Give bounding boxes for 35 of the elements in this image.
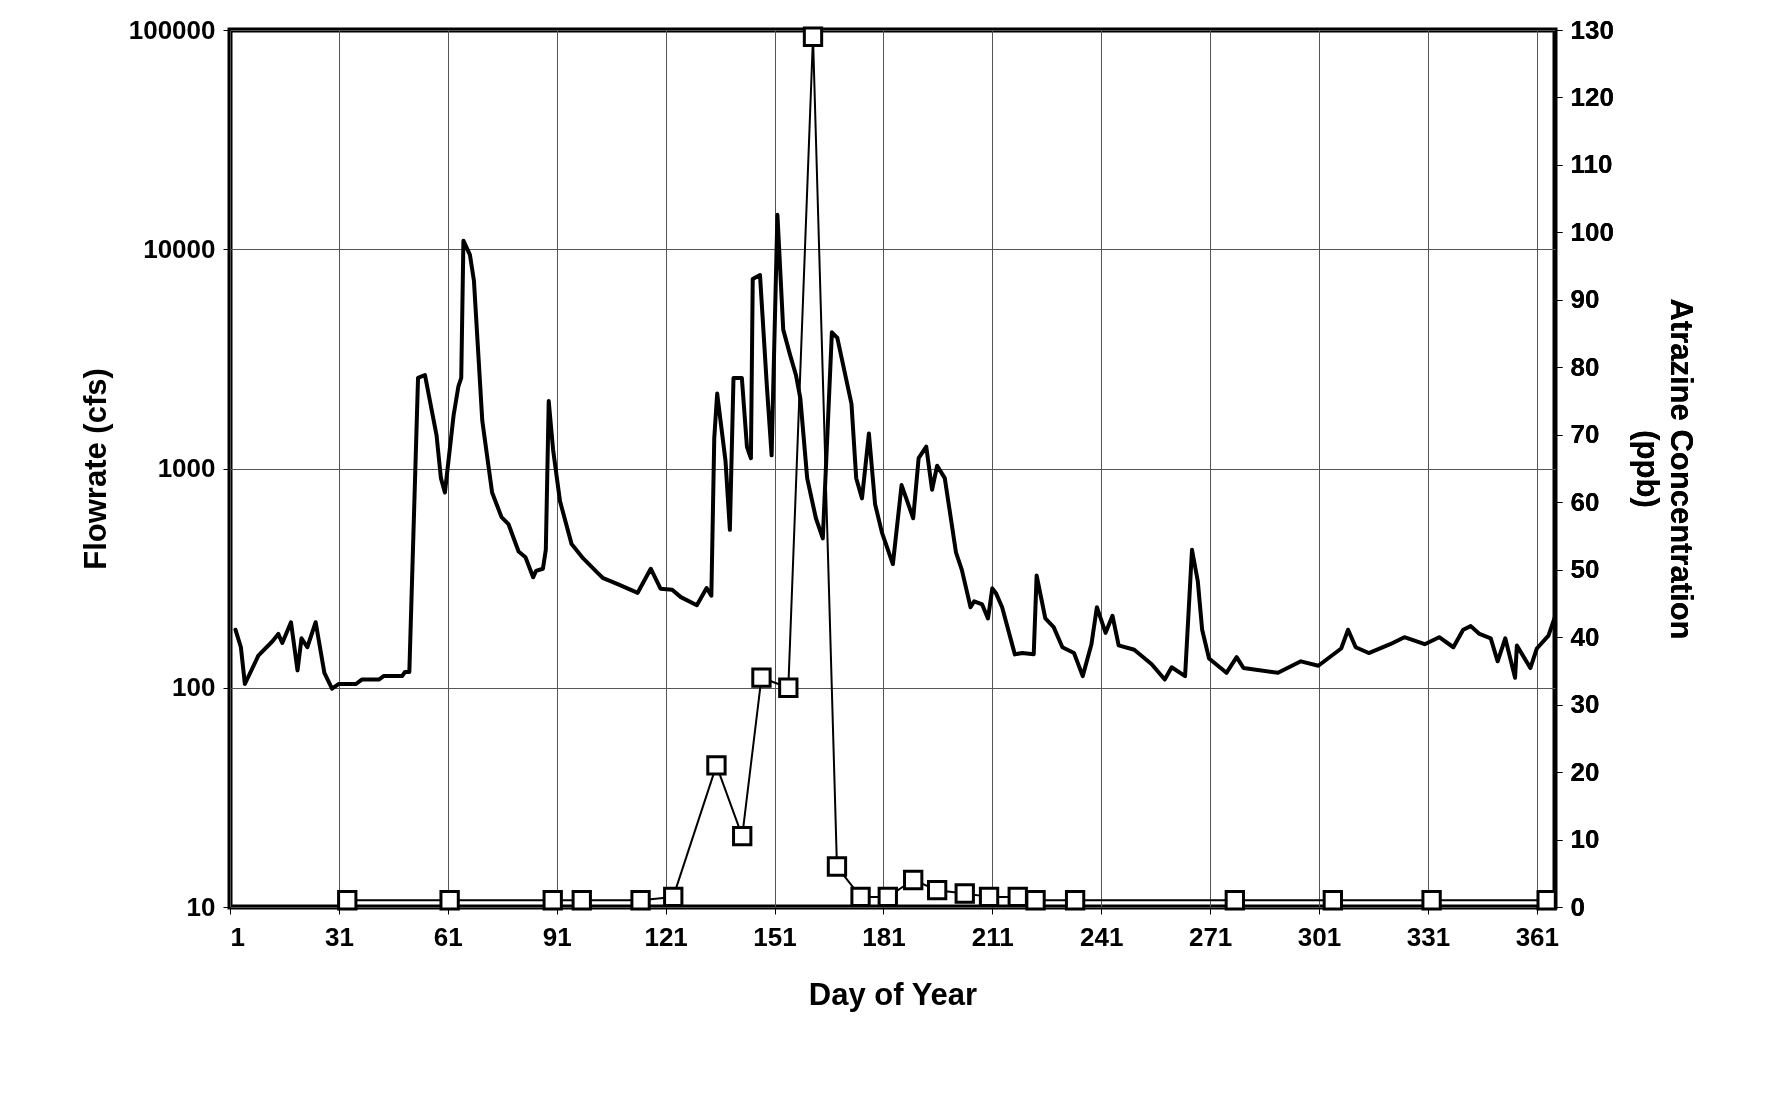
y2-tick-label: 90 [1570, 284, 1600, 315]
y2-tick-label: 70 [1570, 419, 1600, 450]
y2-tick-label: 20 [1570, 756, 1600, 787]
y-tick-label: 100000 [128, 14, 216, 45]
x-tick-label: 211 [971, 921, 1014, 952]
x-tick-label: 91 [542, 921, 572, 952]
x-tick-label: 271 [1188, 921, 1233, 952]
y2-tick-label: 30 [1570, 689, 1600, 720]
y2-tick-label: 10 [1570, 824, 1600, 855]
x-tick-label: 331 [1406, 921, 1451, 952]
x-tick-label: 151 [753, 921, 797, 952]
y2-tick-label: 60 [1570, 486, 1600, 517]
x-tick-label: 1 [230, 921, 245, 952]
x-tick-label: 181 [862, 921, 906, 952]
y2-tick-label: 110 [1570, 149, 1613, 180]
y-tick-label: 1000 [157, 453, 216, 483]
y2-tick-label: 100 [1570, 216, 1614, 247]
y-tick-label: 10 [186, 891, 216, 922]
y2-tick-label: 130 [1570, 14, 1614, 45]
y-tick-label: 10000 [143, 233, 216, 264]
y-tick-label: 100 [172, 672, 216, 703]
x-axis-title: Day of Year [808, 976, 978, 1012]
x-tick-label: 301 [1297, 921, 1342, 952]
y2-tick-label: 40 [1570, 621, 1600, 652]
y2-tick-label: 50 [1570, 554, 1600, 585]
y-axis-title: Flowrate (cfs) [77, 368, 113, 570]
x-tick-label: 361 [1515, 921, 1560, 952]
y2-tick-label: 120 [1570, 81, 1614, 112]
y2-tick-label: 0 [1570, 891, 1585, 922]
x-tick-label: 61 [433, 921, 463, 952]
y2-axis-title: Atrazine Concentration (ppb) [1629, 298, 1699, 640]
y2-tick-label: 80 [1570, 351, 1600, 382]
x-tick-label: 31 [324, 921, 354, 952]
x-tick-label: 241 [1080, 921, 1124, 952]
x-tick-label: 121 [644, 921, 688, 952]
